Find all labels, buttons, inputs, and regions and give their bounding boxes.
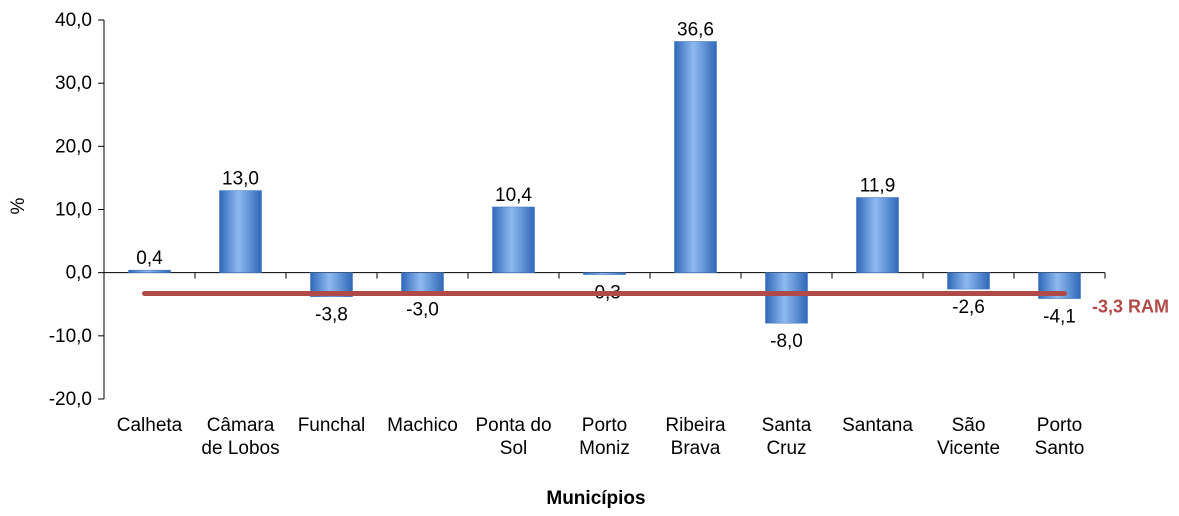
bar <box>947 272 990 290</box>
bar <box>492 206 535 273</box>
bars <box>128 41 1081 324</box>
x-tick-label: Machico <box>387 415 458 436</box>
bar <box>128 269 171 273</box>
data-label: 36,6 <box>677 19 714 40</box>
x-tick-label: Santana <box>842 415 913 436</box>
x-tick-label: Funchal <box>298 415 366 436</box>
bar <box>583 272 626 275</box>
x-tick-label-line: Brava <box>671 438 721 459</box>
bar <box>674 41 717 273</box>
x-tick-label-line: Ribeira <box>665 415 726 436</box>
x-tick-label-line: Santo <box>1035 438 1085 459</box>
x-axis-label: Municípios <box>546 488 645 509</box>
x-tick-label-line: Vicente <box>937 438 1000 459</box>
x-tick-label-line: Cruz <box>766 438 806 459</box>
data-label: 10,4 <box>495 185 532 206</box>
data-label: -8,0 <box>770 331 803 352</box>
x-tick-label-line: Ponta do <box>475 415 551 436</box>
x-tick-label: Ribeira Brava <box>665 415 726 459</box>
x-tick-label: São Vicente <box>937 415 1000 459</box>
x-tick-label-line: Porto <box>1037 415 1082 436</box>
data-label: -3,0 <box>406 300 439 321</box>
x-tick-label: Câmara de Lobos <box>201 415 279 459</box>
data-label: 0,4 <box>136 248 163 269</box>
x-tick-label: Calheta <box>117 415 183 436</box>
y-axis-label: % <box>8 197 29 214</box>
x-tick-label: Porto Moniz <box>579 415 630 459</box>
bar <box>219 190 262 273</box>
y-tick-label: 0,0 <box>66 263 92 284</box>
x-tick-label-line: São <box>952 415 986 436</box>
bar <box>401 272 444 292</box>
x-tick-label-line: Câmara <box>207 415 275 436</box>
data-label: -3,8 <box>315 305 348 326</box>
bar <box>765 272 808 324</box>
x-tick-label-line: Santa <box>762 415 812 436</box>
x-tick-label-line: Calheta <box>117 415 183 436</box>
x-tick-label: Santa Cruz <box>762 415 812 459</box>
y-tick-label: 30,0 <box>55 73 92 94</box>
x-tick-label-line: Porto <box>582 415 627 436</box>
y-tick-label: 40,0 <box>55 10 92 31</box>
labels: 0,4 Calheta 13,0 Câmara de Lobos -3,8 Funchal -… <box>117 19 1169 459</box>
x-tick-label-line: Funchal <box>298 415 366 436</box>
x-tick-label: Ponta do Sol <box>475 415 551 459</box>
x-tick-label-line: Sol <box>500 438 527 459</box>
x-tick-label-line: Moniz <box>579 438 630 459</box>
data-label: 11,9 <box>860 175 896 196</box>
data-label: 13,0 <box>222 169 259 190</box>
axes: -20,0 -10,0 0,0 10,0 20,0 30,0 40,0 <box>49 10 1106 410</box>
y-tick-label: 10,0 <box>55 200 92 221</box>
data-label: -4,1 <box>1043 307 1076 328</box>
y-tick-label: 20,0 <box>55 136 92 157</box>
reference-label: -3,3 RAM <box>1092 297 1169 317</box>
x-tick-label-line: de Lobos <box>201 438 279 459</box>
x-tick-label-line: Machico <box>387 415 458 436</box>
y-tick-label: -20,0 <box>49 389 92 410</box>
bar <box>856 197 899 273</box>
data-label: -2,6 <box>952 297 985 318</box>
x-tick-label: Porto Santo <box>1035 415 1085 459</box>
y-tick-label: -10,0 <box>49 326 92 347</box>
x-tick-label-line: Santana <box>842 415 913 436</box>
